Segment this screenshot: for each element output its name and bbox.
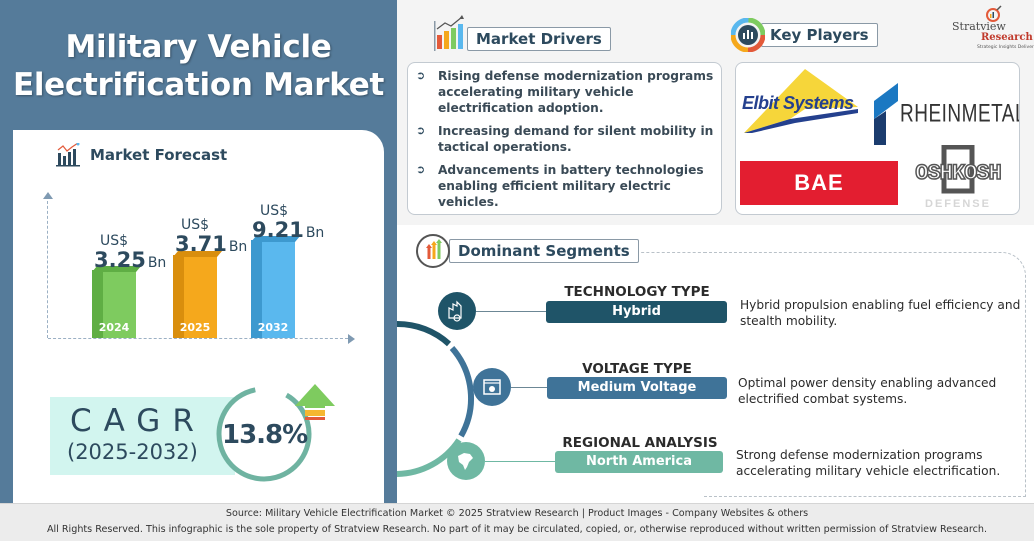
bar-2032: 2032	[251, 236, 301, 338]
footer: Source: Military Vehicle Electrification…	[0, 503, 1034, 541]
window-gear-icon	[473, 368, 511, 406]
segment-category: REGIONAL ANALYSIS	[562, 435, 718, 451]
dotted-connector	[636, 252, 706, 253]
driver-item: ➲ Rising defense modernization programs …	[416, 69, 714, 115]
bar-year-label: 2025	[179, 321, 211, 334]
bar-value-2024: US$ 3.25 Bn	[94, 233, 167, 272]
bar-year-label: 2024	[98, 321, 130, 334]
cagr-period: (2025-2032)	[67, 440, 198, 464]
segment-category: VOLTAGE TYPE	[582, 361, 692, 377]
market-drivers-tag: Market Drivers	[433, 15, 611, 51]
driver-item: ➲ Advancements in battery technologies e…	[416, 163, 704, 209]
segment-value: North America	[555, 451, 723, 473]
segment-description: Optimal power density enabling advanced …	[738, 376, 997, 406]
arrow-bullet-icon: ➲	[416, 69, 426, 82]
y-axis-arrow-icon	[43, 192, 53, 199]
footer-source: Source: Military Vehicle Electrification…	[225, 508, 809, 519]
x-axis-arrow-icon	[348, 334, 355, 344]
cagr-label: CAGR	[70, 403, 206, 439]
logo-oshkosh-defense: OSHKOSH DEFENSE	[902, 145, 1014, 211]
cagr-ring-icon	[216, 386, 312, 482]
bar-2025: 2025	[173, 251, 223, 338]
bar-chart-trend-icon	[56, 143, 80, 167]
connector-line	[511, 387, 547, 388]
pie-chart-icon	[731, 18, 765, 52]
x-axis	[48, 338, 348, 339]
market-drivers-heading: Market Drivers	[467, 27, 611, 51]
stratview-logo: Stratview Research Strategic Insights De…	[950, 5, 1034, 53]
factory-gear-icon	[438, 292, 476, 330]
segment-description: Hybrid propulsion enabling fuel efficien…	[740, 298, 1021, 328]
dominant-segments-tag: Dominant Segments	[415, 233, 639, 269]
market-forecast-heading: Market Forecast	[90, 146, 228, 164]
footer-rights: All Rights Reserved. This infographic is…	[46, 524, 988, 535]
key-players-tag: Key Players	[731, 18, 878, 52]
segment-category: TECHNOLOGY TYPE	[564, 284, 710, 300]
bar-year-label: 2032	[257, 321, 289, 334]
segment-value: Hybrid	[546, 301, 727, 323]
bar-chart-colored-icon	[434, 15, 464, 51]
growth-arrow-icon	[295, 384, 335, 420]
bar-value-2025: US$ 3.71 Bn	[175, 217, 248, 256]
connector-line	[485, 461, 555, 462]
growth-arrows-icon	[416, 234, 450, 268]
y-axis	[47, 196, 48, 338]
bar-value-2032: US$ 9.21 Bn	[252, 203, 325, 242]
dominant-segments-heading: Dominant Segments	[449, 239, 639, 263]
key-players-heading: Key Players	[761, 23, 878, 47]
logo-elbit-systems: Elbit Systems	[740, 69, 865, 133]
segment-description: Strong defense modernization programs ac…	[736, 448, 1001, 478]
market-forecast-header: Market Forecast	[56, 143, 227, 167]
cagr-box	[50, 397, 235, 475]
dotted-frame	[704, 252, 1026, 497]
connector-line	[476, 311, 546, 312]
north-america-map-icon	[447, 442, 485, 480]
magnifier-chart-icon	[986, 5, 1002, 22]
logo-bae-systems: BAE SYSTEMS	[740, 161, 898, 205]
arrow-bullet-icon: ➲	[416, 124, 426, 137]
page-title: Military Vehicle Electrification Market	[12, 29, 385, 103]
arrow-bullet-icon: ➲	[416, 163, 426, 176]
driver-item: ➲ Increasing demand for silent mobility …	[416, 124, 714, 154]
key-players-card: Elbit Systems RHEINMETALL BAE SYSTEMS OS…	[735, 62, 1020, 215]
segment-value: Medium Voltage	[547, 377, 727, 399]
cagr-value: 13.8%	[222, 420, 308, 450]
bar-2024: 2024	[92, 266, 142, 338]
market-drivers-card: ➲ Rising defense modernization programs …	[407, 62, 722, 215]
